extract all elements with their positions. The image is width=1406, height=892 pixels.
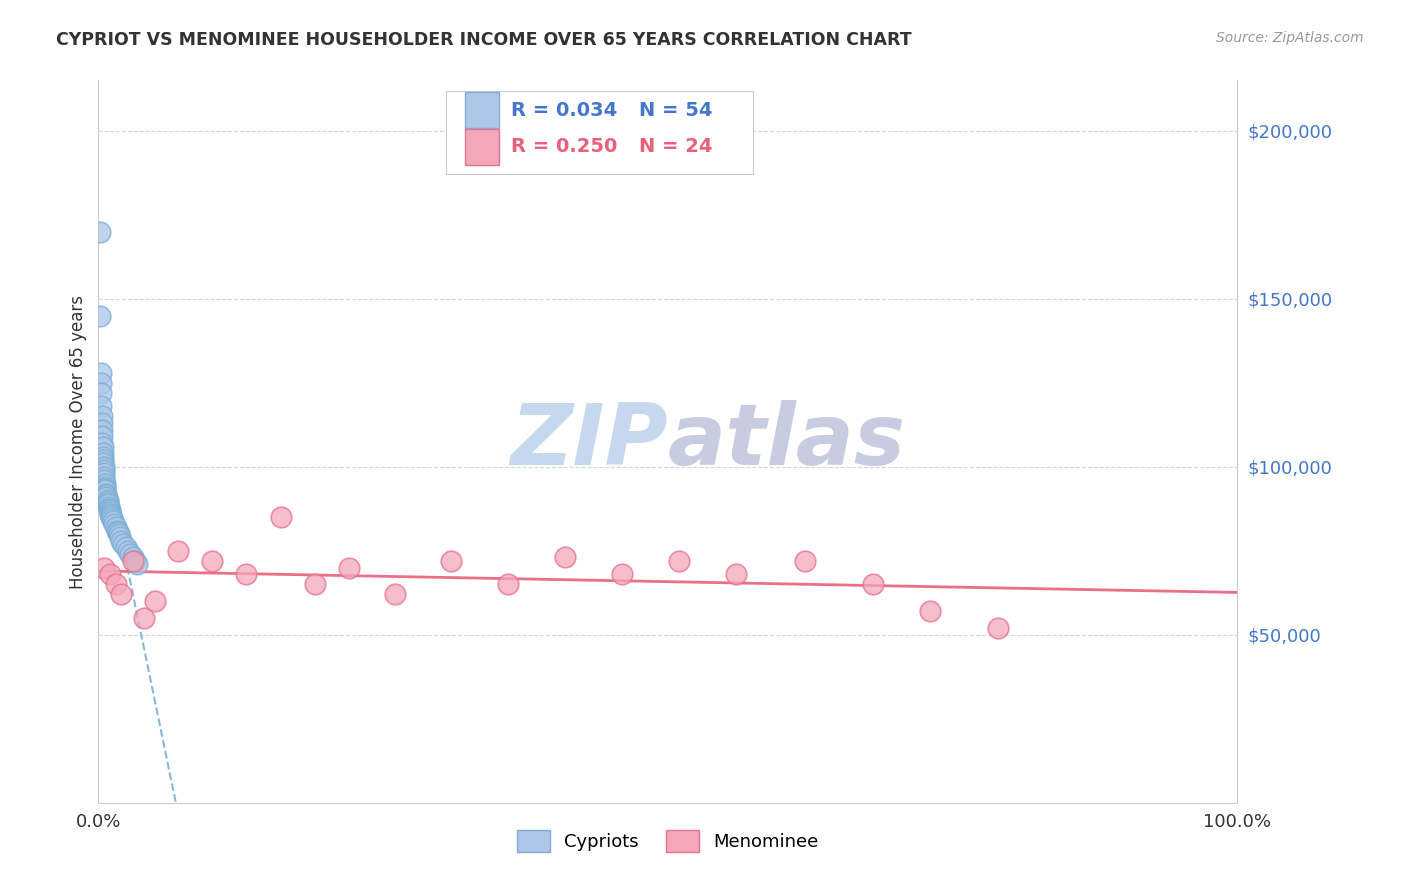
Point [91, 456, 114, 470]
Point [94, 482, 117, 496]
Point [93, 560, 115, 574]
Point [90, 366, 112, 380]
Point [124, 554, 146, 568]
Point [110, 587, 132, 601]
Point [90, 416, 112, 430]
Point [440, 554, 463, 568]
Point [90, 399, 112, 413]
Text: N = 24: N = 24 [640, 137, 713, 156]
Point [110, 533, 132, 548]
Point [145, 594, 167, 608]
Text: Source: ZipAtlas.com: Source: ZipAtlas.com [1216, 31, 1364, 45]
Point [270, 510, 292, 524]
Point [89, 225, 111, 239]
Point [90, 376, 112, 390]
Point [91, 450, 114, 464]
Point [90, 385, 112, 400]
Point [90, 423, 112, 437]
Point [167, 543, 190, 558]
Text: R = 0.250: R = 0.250 [510, 137, 617, 156]
Point [107, 525, 129, 540]
Point [120, 547, 142, 561]
Point [91, 453, 114, 467]
Y-axis label: Householder Income Over 65 years: Householder Income Over 65 years [69, 294, 87, 589]
Point [98, 503, 121, 517]
Point [97, 500, 120, 514]
Point [108, 530, 131, 544]
Point [117, 543, 139, 558]
Point [96, 497, 118, 511]
Point [97, 501, 120, 516]
FancyBboxPatch shape [465, 92, 499, 128]
Point [93, 467, 115, 481]
Text: atlas: atlas [668, 400, 905, 483]
Point [90, 429, 112, 443]
Point [235, 567, 257, 582]
Point [114, 541, 136, 555]
Point [101, 512, 124, 526]
Point [105, 524, 128, 538]
Point [498, 577, 520, 591]
Point [96, 488, 118, 502]
Point [93, 463, 115, 477]
Point [725, 567, 748, 582]
Point [90, 409, 112, 424]
Point [384, 587, 406, 601]
Point [668, 554, 690, 568]
Point [94, 480, 117, 494]
Point [337, 560, 360, 574]
Point [91, 440, 114, 454]
Text: ZIP: ZIP [510, 400, 668, 483]
Point [98, 505, 121, 519]
Point [94, 476, 117, 491]
Text: R = 0.034: R = 0.034 [510, 101, 617, 120]
Point [96, 490, 118, 504]
Legend: Cypriots, Menominee: Cypriots, Menominee [510, 822, 825, 859]
Point [121, 550, 143, 565]
Point [104, 577, 127, 591]
Point [96, 486, 118, 500]
Point [103, 514, 125, 528]
Point [108, 527, 131, 541]
Point [100, 508, 122, 523]
Point [98, 567, 121, 582]
Point [93, 470, 115, 484]
Point [93, 459, 115, 474]
Point [304, 577, 326, 591]
Point [862, 577, 884, 591]
Point [127, 558, 149, 572]
Text: N = 54: N = 54 [640, 101, 713, 120]
Point [98, 507, 121, 521]
Point [104, 520, 127, 534]
Point [112, 537, 135, 551]
Point [96, 493, 118, 508]
Text: CYPRIOT VS MENOMINEE HOUSEHOLDER INCOME OVER 65 YEARS CORRELATION CHART: CYPRIOT VS MENOMINEE HOUSEHOLDER INCOME … [56, 31, 912, 49]
Point [918, 604, 941, 618]
Point [132, 611, 155, 625]
Point [96, 495, 118, 509]
Point [103, 516, 125, 531]
Point [612, 567, 634, 582]
Point [100, 510, 122, 524]
Point [987, 621, 1010, 635]
Point [94, 483, 117, 498]
Point [93, 473, 115, 487]
Point [554, 550, 576, 565]
FancyBboxPatch shape [465, 128, 499, 165]
Point [89, 309, 111, 323]
Point [121, 554, 143, 568]
Point [201, 554, 224, 568]
Point [91, 446, 114, 460]
Point [90, 436, 112, 450]
Point [793, 554, 815, 568]
FancyBboxPatch shape [446, 91, 754, 174]
